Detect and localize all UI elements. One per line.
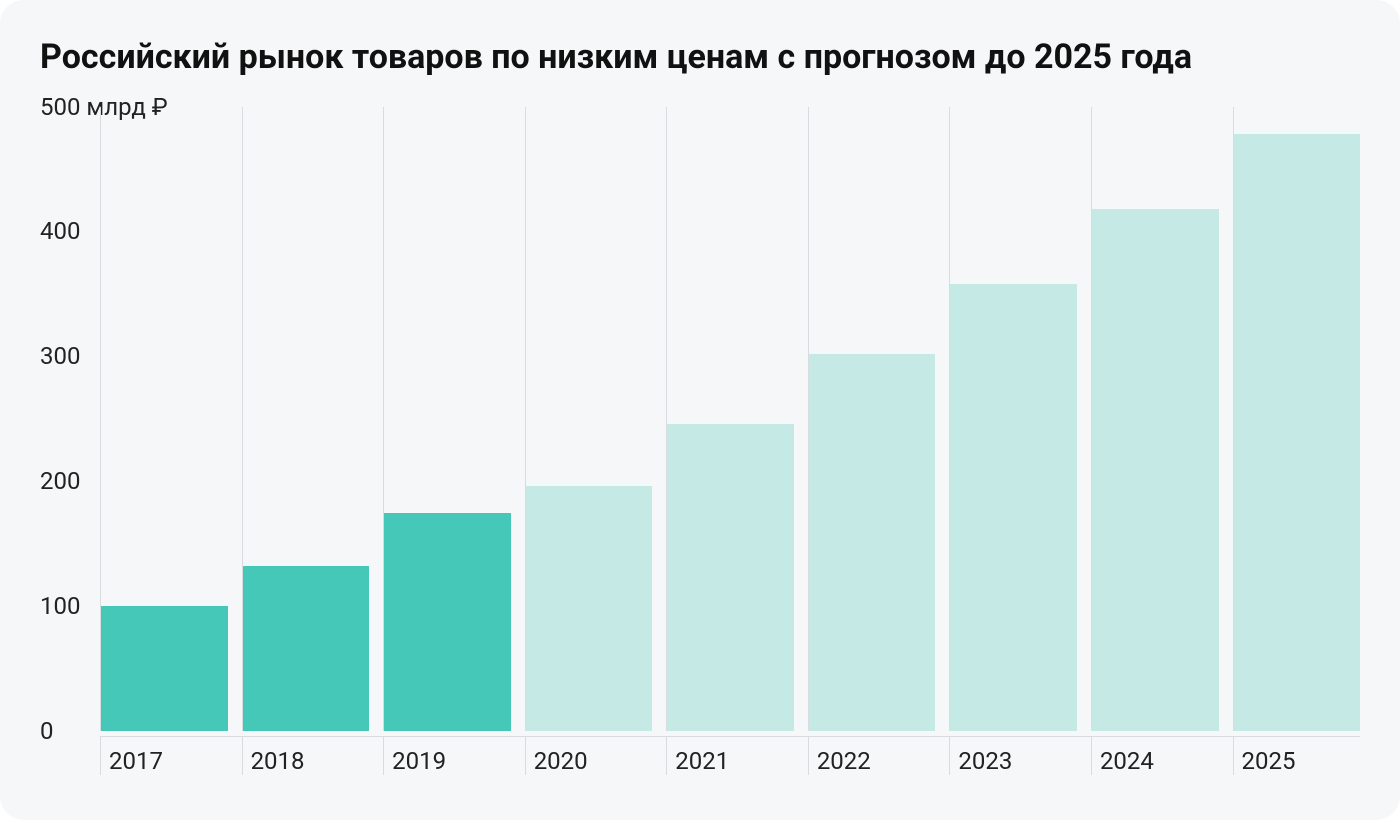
bar (667, 424, 794, 731)
x-tick: 2020 (525, 737, 653, 775)
bar (101, 606, 228, 731)
plot-area: 0100200300400500 млрд ₽ 2017201820192020… (40, 107, 1360, 731)
x-tick: 2025 (1233, 737, 1361, 775)
bar-column (808, 107, 936, 731)
bar-column (242, 107, 370, 731)
bar (384, 513, 511, 730)
x-axis: 2017 2018 2019 2020 2021 2022 2023 2024 2025 (100, 736, 1360, 775)
bar (243, 566, 370, 731)
bar-column (383, 107, 511, 731)
chart-card: Российский рынок товаров по низким ценам… (0, 0, 1400, 820)
bar-column (100, 107, 228, 731)
bar-column (525, 107, 653, 731)
bar-column (1091, 107, 1219, 731)
x-tick: 2022 (808, 737, 936, 775)
x-tick: 2021 (666, 737, 794, 775)
bar (526, 486, 653, 731)
x-tick: 2024 (1091, 737, 1219, 775)
bar (950, 284, 1077, 731)
chart-title: Российский рынок товаров по низким ценам… (40, 36, 1360, 79)
x-tick: 2018 (242, 737, 370, 775)
x-tick: 2019 (383, 737, 511, 775)
bar (1092, 209, 1219, 731)
bar-column (1233, 107, 1361, 731)
x-tick: 2017 (100, 737, 228, 775)
bar (1234, 134, 1361, 731)
x-tick: 2023 (949, 737, 1077, 775)
bars-container (100, 107, 1360, 731)
bar-column (949, 107, 1077, 731)
bar-column (666, 107, 794, 731)
bar (809, 354, 936, 731)
